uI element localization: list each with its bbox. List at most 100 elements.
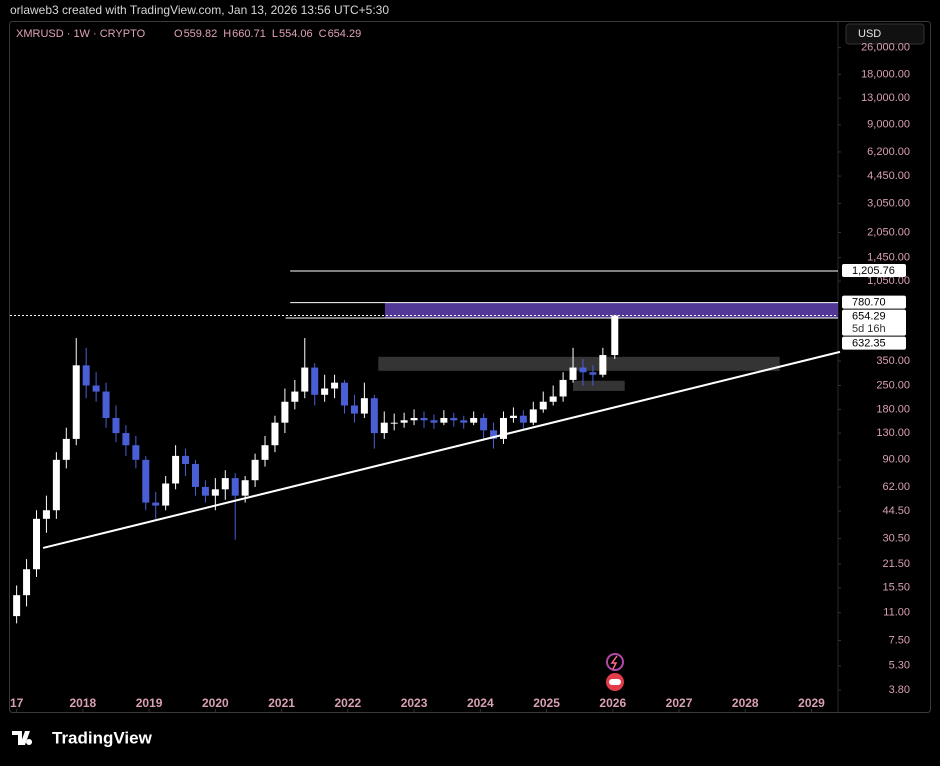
y-tick-label: 250.00 [876,379,910,391]
x-tick-label: 2025 [533,696,560,710]
candle-body [23,569,31,596]
y-tick-label: 3.80 [889,684,910,696]
candle-body [231,478,239,496]
x-tick-label: 2022 [334,696,361,710]
y-tick-label: 21.50 [882,558,910,570]
candle-body [162,483,170,506]
ohlc-key: C [319,28,327,40]
candle-body [370,398,378,434]
ohlc-key: O [174,28,183,40]
x-tick-label: 2024 [467,696,494,710]
candle-body [271,422,279,446]
x-tick-label: 2028 [732,696,759,710]
trend-line [42,350,841,549]
price-label-box [842,295,906,309]
candle-body [52,459,60,511]
y-tick-label: 3,050.00 [867,197,910,209]
ohlc-value: 660.71 [232,28,266,40]
y-tick-label: 11.00 [883,607,910,619]
x-tick-label: 2023 [401,696,428,710]
brand-logo [12,731,33,745]
y-tick-label: 350.00 [876,355,910,367]
candle-body [13,595,21,617]
candle-body [569,367,577,380]
candle-body [611,315,619,356]
candle-body [350,405,358,414]
candle-body [509,415,517,418]
candle-body [191,463,199,487]
candle-body [72,365,80,439]
price-label: 654.29 [852,311,886,323]
candle-body [390,422,398,424]
candle-body [529,409,537,423]
y-tick-label: 18,000.00 [861,68,910,80]
y-tick-label: 26,000.00 [861,42,910,54]
candle-body [549,396,557,402]
candle-body [599,355,607,375]
x-tick-label: 2018 [70,696,97,710]
zone [384,302,838,319]
ohlc-value: 654.29 [328,28,362,40]
y-tick-label: 4,450.00 [867,170,910,182]
x-tick-label: 2029 [798,696,825,710]
candle-body [132,445,140,460]
candle-body [221,478,229,490]
y-tick-label: 6,200.00 [867,146,910,158]
candle-body [321,388,329,395]
candle-body [579,367,587,373]
candle-body [251,459,259,481]
candle-body [430,420,438,423]
candle-body [470,417,478,423]
candle-body [539,401,547,410]
y-tick-label: 7.50 [889,634,910,646]
candle-body [559,379,567,397]
price-label: 1,205.76 [852,265,895,277]
y-tick-label: 62.00 [882,481,910,493]
y-tick-label: 5.30 [889,660,910,672]
alert-icon[interactable] [606,653,624,671]
candle-body [172,455,180,484]
candle-body [182,455,190,464]
candle-body [311,367,319,395]
x-tick-label: 2021 [268,696,295,710]
ohlc-value: 554.06 [279,28,313,40]
ohlc-key: H [223,28,231,40]
candle-body [450,417,458,421]
ohlc-key: L [272,28,278,40]
flag-icon-inner [609,679,621,685]
y-tick-label: 30.50 [882,532,910,544]
currency-box[interactable] [845,23,925,45]
candle-body [341,382,349,406]
candle-body [331,382,339,389]
candle-body [460,420,468,423]
brand-name: TradingView [52,728,153,747]
x-tick-label: 2020 [202,696,229,710]
currency: USD [858,28,881,40]
price-label-box [842,309,906,336]
bottom-icons [606,653,624,691]
candle-body [261,445,269,460]
candle-body [32,518,40,570]
y-tick-label: 9,000.00 [867,119,910,131]
candle-body [241,480,249,496]
candle-body [281,401,289,423]
header: orlaweb3 created with TradingView.com, J… [10,3,389,17]
candle-body [102,391,110,418]
price-label: 632.35 [852,338,886,350]
brand: TradingView [12,728,153,747]
candle-body [301,367,309,392]
candle-body [519,415,527,423]
candle-body [211,489,219,496]
zone [378,356,780,371]
x-tick-label: 2019 [136,696,163,710]
candle-body [82,365,90,386]
candle-body [499,417,507,439]
candle-body [490,430,498,439]
zone [573,380,625,391]
y-tick-label: 90.00 [882,454,910,466]
candle-body [92,385,100,392]
candle-body [122,433,130,446]
candle-body [142,459,150,503]
y-tick-label: 1,450.00 [867,252,910,264]
